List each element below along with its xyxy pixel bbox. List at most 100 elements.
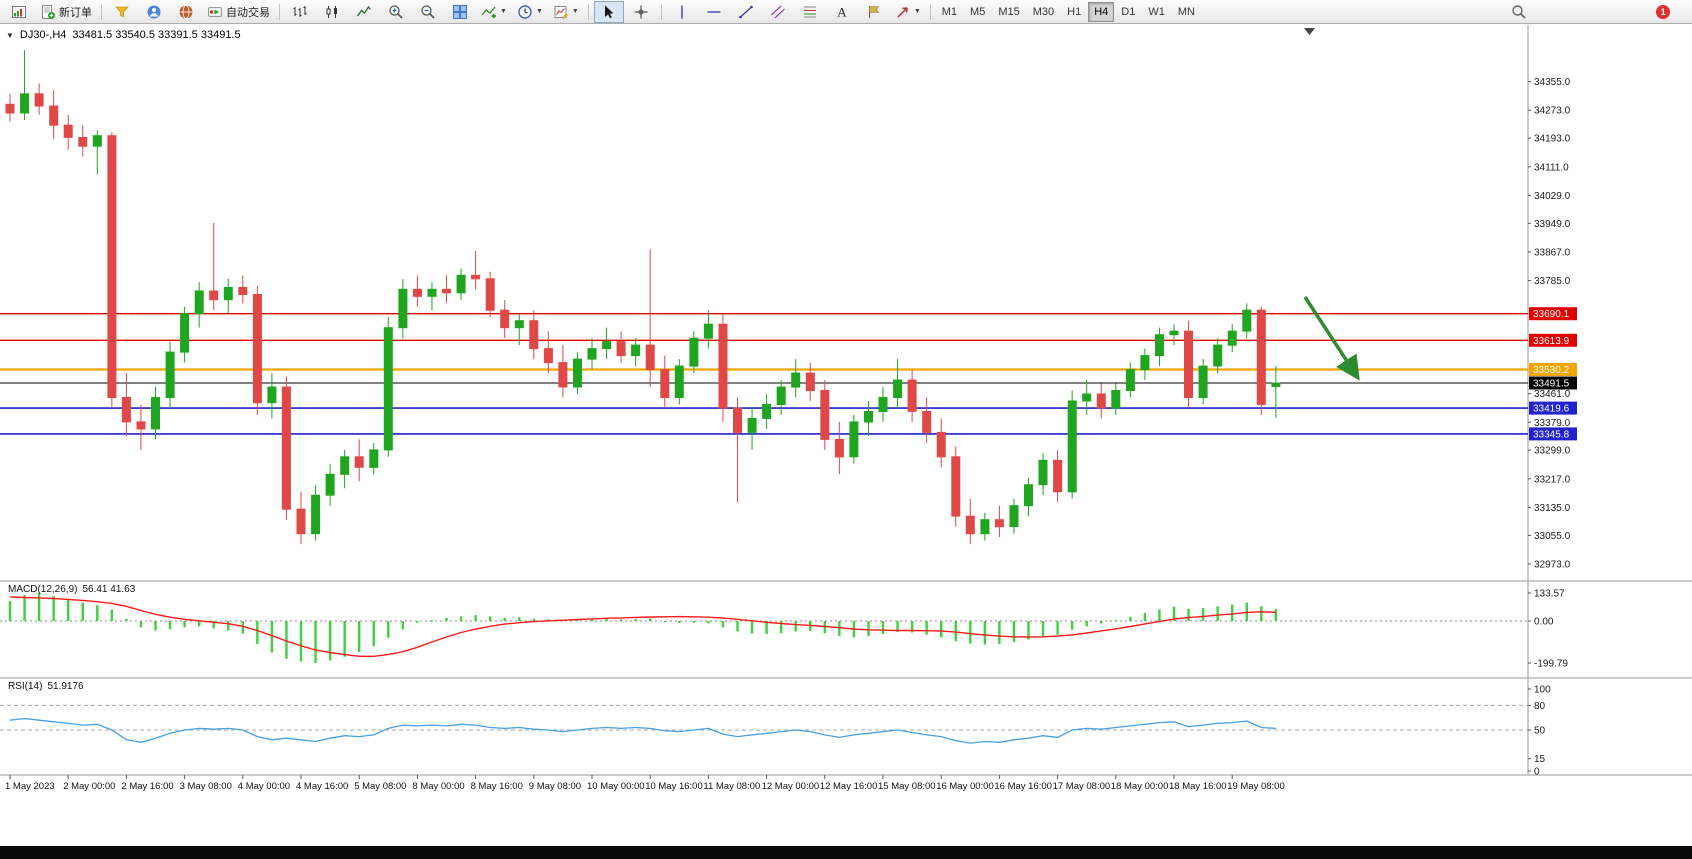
tile-windows-icon	[453, 4, 467, 19]
timeframe-m5-button[interactable]: M5	[964, 2, 991, 22]
search-button[interactable]	[1504, 1, 1534, 23]
label-tool-icon	[868, 5, 879, 18]
candle-body	[893, 379, 903, 398]
channel-tool-button[interactable]	[763, 1, 793, 23]
time-axis-label: 2 May 16:00	[121, 781, 173, 792]
candle-body	[63, 124, 73, 138]
price-line-badge-label: 33345.8	[1533, 429, 1570, 440]
timeframe-m15-button[interactable]: M15	[992, 2, 1025, 22]
candle-body	[747, 417, 757, 433]
indicators-button[interactable]: ▼	[477, 1, 511, 23]
autotrading-label: 自动交易	[226, 6, 270, 19]
macd-indicator-label: MACD(12,26,9) 56.41 41.63	[8, 584, 135, 595]
timeframe-d1-button[interactable]: D1	[1115, 2, 1141, 22]
crosshair-icon	[634, 5, 648, 18]
chevron-down-icon[interactable]: ▼	[6, 30, 14, 40]
chart-shift-marker[interactable]	[1304, 28, 1315, 35]
rsi-name: RSI(14)	[8, 681, 43, 692]
timeframe-w1-button[interactable]: W1	[1142, 2, 1171, 22]
horizontal-line-tool-button[interactable]	[699, 1, 729, 23]
candle-body	[180, 313, 190, 353]
clock-icon	[518, 4, 532, 19]
candle-body	[1009, 505, 1019, 528]
crosshair-tool-button[interactable]	[626, 1, 656, 23]
tile-windows-button[interactable]	[445, 1, 475, 23]
community-icon	[179, 4, 193, 19]
time-axis-label: 8 May 00:00	[412, 781, 464, 792]
text-tool-button[interactable]: A	[827, 1, 857, 23]
line-chart-icon	[356, 5, 372, 16]
signals-button[interactable]	[107, 1, 137, 23]
y-axis-label: 34193.0	[1534, 134, 1571, 145]
vertical-line-icon	[681, 5, 683, 18]
y-axis-label: 33461.0	[1534, 389, 1571, 400]
chart-canvas[interactable]: 33690.1 33613.9 33530.2 33491.5 33419.6 33345…	[0, 25, 1692, 846]
candle-body	[78, 137, 88, 147]
trendline-tool-button[interactable]	[731, 1, 761, 23]
vertical-line-tool-button[interactable]	[667, 1, 697, 23]
candle-body	[412, 288, 422, 297]
candle-body	[1053, 459, 1063, 493]
zoom-out-button[interactable]	[413, 1, 443, 23]
new-order-button[interactable]: 新订单	[36, 1, 96, 23]
time-axis-label: 9 May 08:00	[529, 781, 581, 792]
price-line-badge	[1529, 363, 1577, 376]
main-toolbar: 新订单 自动交易	[0, 0, 1692, 24]
toolbar-separator	[101, 3, 102, 20]
candle-body	[252, 294, 262, 404]
chevron-down-icon: ▼	[913, 8, 921, 15]
time-axis-label: 11 May 08:00	[703, 781, 760, 792]
label-tool-button[interactable]	[859, 1, 889, 23]
chevron-down-icon: ▼	[535, 8, 543, 15]
candle-body	[674, 365, 684, 399]
notification-badge[interactable]: 1	[1656, 4, 1670, 19]
line-chart-mode-button[interactable]	[349, 1, 379, 23]
timeframe-h1-button[interactable]: H1	[1061, 2, 1087, 22]
candle-body	[151, 397, 160, 430]
timeframe-m30-button[interactable]: M30	[1027, 2, 1060, 22]
autotrading-button[interactable]: 自动交易	[203, 1, 274, 23]
zoom-in-button[interactable]	[381, 1, 411, 23]
cursor-tool-button[interactable]	[593, 0, 624, 23]
y-axis-label: 34029.0	[1534, 191, 1571, 202]
time-axis-label: 17 May 08:00	[1053, 781, 1111, 792]
fibonacci-tool-button[interactable]	[795, 1, 825, 23]
price-line-badge-label: 33530.2	[1533, 365, 1570, 376]
time-axis-label: 18 May 00:00	[1111, 781, 1169, 792]
candlestick-mode-button[interactable]	[317, 1, 347, 23]
timeframe-m1-button[interactable]: M1	[936, 2, 963, 22]
time-axis-label: 10 May 00:00	[587, 781, 645, 792]
timeframe-h4-button[interactable]: H4	[1088, 1, 1115, 22]
macd-values: 56.41 41.63	[82, 584, 136, 595]
time-axis-label: 16 May 16:00	[994, 781, 1052, 792]
macd-axis-label: 0.00	[1534, 617, 1554, 628]
new-chart-button[interactable]	[4, 1, 34, 23]
y-axis-label: 33949.0	[1534, 219, 1571, 230]
autotrading-icon	[208, 6, 222, 17]
community-button[interactable]	[171, 1, 201, 23]
candle-body	[529, 320, 539, 350]
candle-body	[936, 431, 946, 458]
time-axis-label: 15 May 08:00	[878, 781, 936, 792]
candle-body	[194, 290, 204, 315]
toolbar-separator	[929, 3, 931, 20]
y-axis-label: 32973.0	[1534, 560, 1571, 571]
signals-icon	[115, 6, 129, 17]
svg-text:A: A	[837, 4, 847, 19]
new-chart-icon	[12, 5, 26, 18]
candle-body	[703, 323, 713, 339]
rsi-line	[9, 717, 1276, 744]
market-button[interactable]	[139, 1, 169, 23]
timeframe-mn-button[interactable]: MN	[1172, 2, 1201, 22]
time-axis-label: 3 May 08:00	[180, 781, 232, 792]
time-axis-label: 12 May 00:00	[762, 781, 820, 792]
arrows-tool-button[interactable]: ▼	[891, 1, 925, 23]
candle-body	[296, 508, 306, 535]
candle-body	[485, 278, 495, 311]
trend-arrow-annotation[interactable]	[1303, 296, 1360, 381]
templates-button[interactable]: ▼	[549, 1, 583, 23]
periods-button[interactable]: ▼	[513, 1, 547, 23]
bar-chart-mode-button[interactable]	[285, 1, 315, 23]
rsi-axis-label: 80	[1534, 701, 1546, 712]
